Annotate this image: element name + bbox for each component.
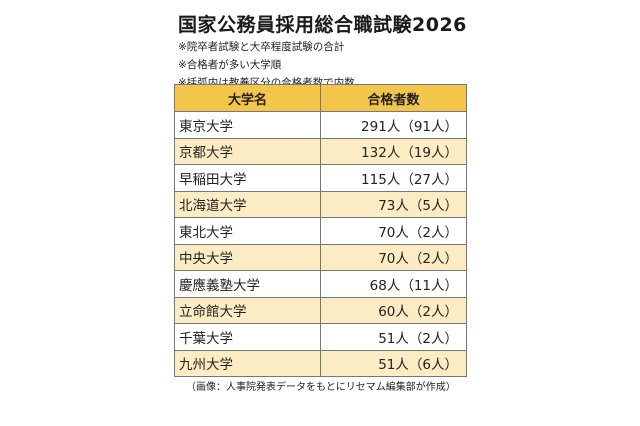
- table-header-row: 大学名 合格者数: [174, 84, 467, 112]
- table-row: 九州大学 51人（6人）: [174, 349, 467, 377]
- ranking-table: 大学名 合格者数 東京大学 291人（91人） 京都大学 132人（19人） 早…: [174, 84, 467, 377]
- passer-count: 70人（2人）: [320, 217, 467, 245]
- university-name: 東京大学: [174, 111, 321, 139]
- passer-count: 291人（91人）: [320, 111, 467, 139]
- passer-count: 60人（2人）: [320, 296, 467, 324]
- note-order: ※合格者が多い大学順: [178, 59, 282, 71]
- university-name: 千葉大学: [174, 323, 321, 351]
- page-title: 国家公務員採用総合職試験2026: [178, 14, 467, 36]
- university-name: 東北大学: [174, 217, 321, 245]
- passer-count: 68人（11人）: [320, 270, 467, 298]
- table-row: 京都大学 132人（19人）: [174, 137, 467, 165]
- table-row: 立命館大学 60人（2人）: [174, 296, 467, 324]
- university-name: 立命館大学: [174, 296, 321, 324]
- note-total: ※院卒者試験と大卒程度試験の合計: [178, 41, 345, 53]
- table-row: 北海道大学 73人（5人）: [174, 190, 467, 218]
- table-row: 慶應義塾大学 68人（11人）: [174, 270, 467, 298]
- table-row: 千葉大学 51人（2人）: [174, 323, 467, 351]
- university-name: 早稲田大学: [174, 164, 321, 192]
- university-name: 九州大学: [174, 349, 321, 377]
- passer-count: 73人（5人）: [320, 190, 467, 218]
- table-row: 早稲田大学 115人（27人）: [174, 164, 467, 192]
- university-name: 京都大学: [174, 137, 321, 165]
- passer-count: 132人（19人）: [320, 137, 467, 165]
- university-name: 中央大学: [174, 243, 321, 271]
- header-university: 大学名: [174, 84, 321, 112]
- image-caption: （画像：人事院発表データをもとにリセマム編集部が作成）: [186, 382, 456, 393]
- table-row: 中央大学 70人（2人）: [174, 243, 467, 271]
- university-name: 北海道大学: [174, 190, 321, 218]
- passer-count: 70人（2人）: [320, 243, 467, 271]
- passer-count: 51人（2人）: [320, 323, 467, 351]
- passer-count: 51人（6人）: [320, 349, 467, 377]
- header-count: 合格者数: [320, 84, 467, 112]
- table-row: 東北大学 70人（2人）: [174, 217, 467, 245]
- passer-count: 115人（27人）: [320, 164, 467, 192]
- university-name: 慶應義塾大学: [174, 270, 321, 298]
- table-row: 東京大学 291人（91人）: [174, 111, 467, 139]
